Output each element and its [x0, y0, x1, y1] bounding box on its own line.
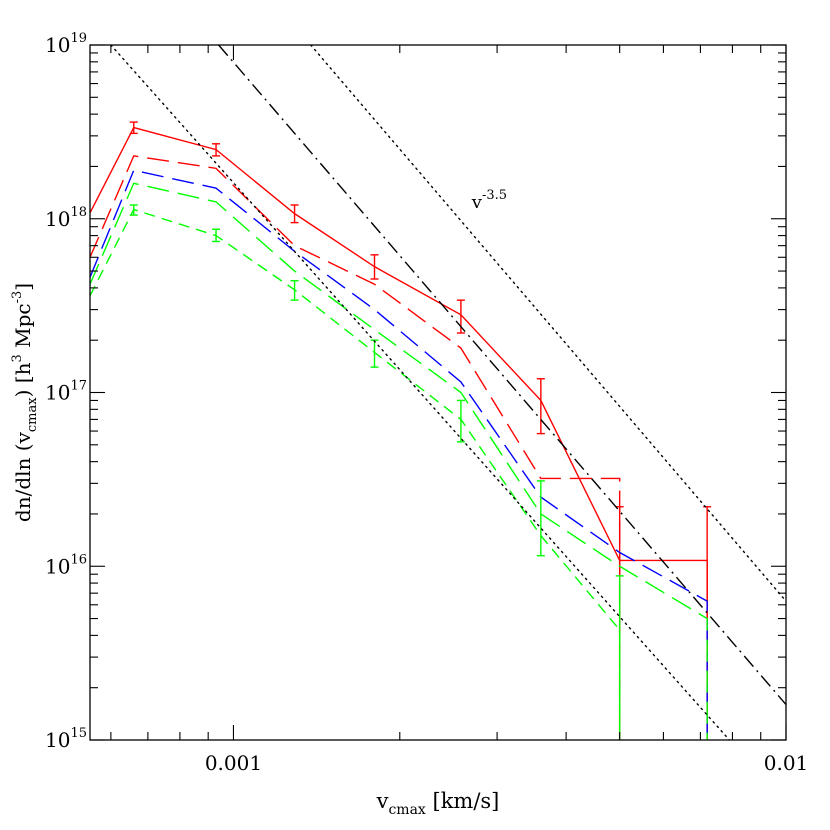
series-layer: [90, 45, 786, 740]
series-line-7-dash-dot: [218, 45, 786, 705]
series-line-6-dotted: [310, 45, 786, 602]
y-tick-label: 1016: [45, 552, 87, 578]
error-bar-4-3: [370, 339, 379, 368]
series-line-1-long-dash: [90, 155, 621, 740]
x-axis-label: vcmax [km/s]: [376, 789, 500, 818]
error-bar-0-0: [129, 121, 138, 135]
error-bar-0-3: [370, 254, 379, 280]
y-tick-label: 1019: [45, 31, 87, 57]
y-tick-label: 1017: [45, 379, 87, 405]
error-bar-0-1: [212, 143, 221, 157]
error-bar-4-0: [129, 204, 138, 216]
x-tick-label: 0.01: [764, 751, 809, 775]
y-axis-label: dn/dln (vcmax) [h3 Mpc-3]: [10, 283, 40, 522]
error-bar-4-1: [212, 228, 221, 243]
error-bar-0-5: [536, 378, 545, 435]
series-line-5-dotted: [110, 45, 731, 740]
error-bar-4-4: [456, 399, 465, 443]
error-bar-4-5: [536, 480, 545, 557]
series-line-2-long-dash: [90, 169, 708, 740]
tick-layer: [90, 44, 787, 741]
slope-annotation: v-3.5: [471, 188, 507, 213]
error-bar-0-2: [290, 204, 299, 224]
series-line-3-long-dash: [90, 182, 708, 740]
error-bar-4-6: [615, 575, 624, 740]
error-bar-4-2: [290, 280, 299, 301]
y-tick-label: 1018: [45, 205, 87, 231]
series-line-0-solid: [90, 126, 708, 740]
x-tick-label: 0.001: [205, 751, 262, 775]
label-layer: 0.001 0.01 1015 1016 1017 1018 1019 vcmax [km/s…: [10, 31, 808, 818]
y-tick-label: 1015: [45, 726, 87, 752]
